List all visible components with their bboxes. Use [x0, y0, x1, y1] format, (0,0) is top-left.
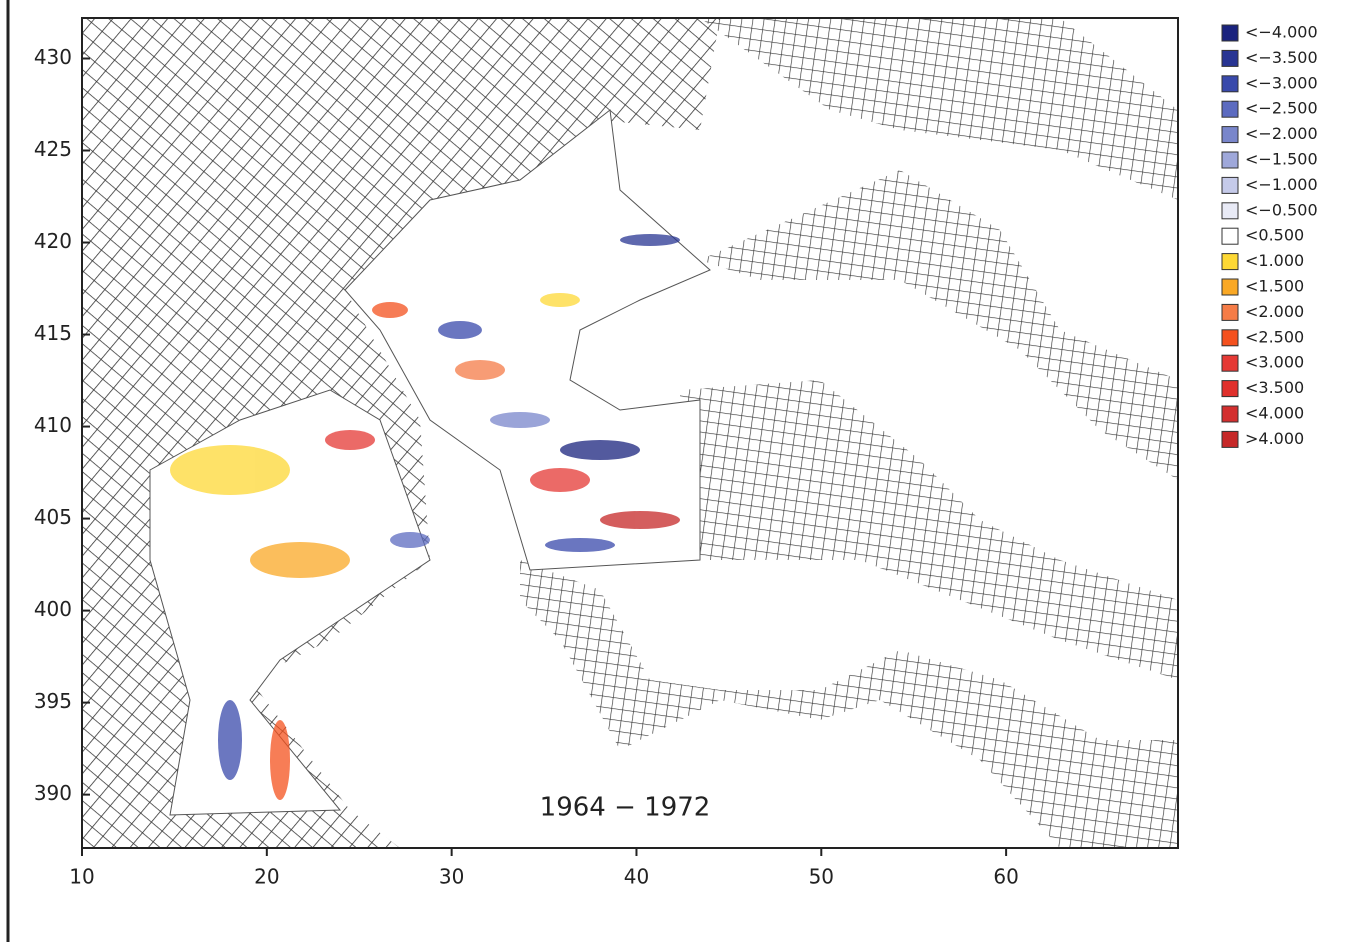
- y-tick-label: 425: [34, 137, 72, 161]
- legend-label: <−2.000: [1245, 124, 1318, 143]
- y-tick-label: 420: [34, 229, 72, 253]
- legend-swatch: [1222, 254, 1238, 270]
- legend-label: <1.000: [1245, 251, 1304, 270]
- legend-label: <−1.500: [1245, 150, 1318, 169]
- legend-swatch: [1222, 279, 1238, 295]
- legend-swatch: [1222, 355, 1238, 371]
- legend-label: <−1.000: [1245, 175, 1318, 194]
- x-tick-label: 20: [254, 865, 279, 889]
- legend-label: <2.500: [1245, 327, 1304, 346]
- legend-swatch: [1222, 203, 1238, 219]
- legend-label: <−0.500: [1245, 200, 1318, 219]
- legend-label: <−3.000: [1245, 73, 1318, 92]
- legend-swatch: [1222, 381, 1238, 397]
- legend-swatch: [1222, 25, 1238, 41]
- y-tick-label: 415: [34, 321, 72, 345]
- legend-swatch: [1222, 177, 1238, 193]
- legend-label: <4.000: [1245, 404, 1304, 423]
- y-tick-label: 430: [34, 45, 72, 69]
- legend-label: <2.000: [1245, 302, 1304, 321]
- legend-swatch: [1222, 101, 1238, 117]
- legend-label: <3.500: [1245, 378, 1304, 397]
- x-tick-label: 60: [993, 865, 1018, 889]
- legend-swatch: [1222, 330, 1238, 346]
- legend-swatch: [1222, 431, 1238, 447]
- y-tick-label: 395: [34, 689, 72, 713]
- legend-label: <1.500: [1245, 277, 1304, 296]
- x-tick-label: 30: [439, 865, 464, 889]
- x-tick-label: 10: [69, 865, 94, 889]
- y-tick-label: 400: [34, 597, 72, 621]
- legend-label: >4.000: [1245, 429, 1304, 448]
- legend-swatch: [1222, 406, 1238, 422]
- legend-swatch: [1222, 228, 1238, 244]
- legend-label: <−2.500: [1245, 99, 1318, 118]
- legend-swatch: [1222, 304, 1238, 320]
- figure: 1964 − 1972 10 20 30 40 50 60 390 395 400 405 410 4…: [0, 0, 1357, 942]
- legend-label: <−4.000: [1245, 23, 1318, 42]
- y-tick-label: 390: [34, 781, 72, 805]
- annotation: 1964 − 1972: [540, 793, 711, 823]
- x-tick-label: 40: [624, 865, 649, 889]
- legend-swatch: [1222, 50, 1238, 66]
- y-tick-label: 405: [34, 505, 72, 529]
- y-tick-label: 410: [34, 413, 72, 437]
- x-tick-label: 50: [809, 865, 834, 889]
- legend-swatch: [1222, 76, 1238, 92]
- legend-swatch: [1222, 152, 1238, 168]
- legend-label: <0.500: [1245, 226, 1304, 245]
- legend-label: <3.000: [1245, 353, 1304, 372]
- legend-label: <−3.500: [1245, 48, 1318, 67]
- legend-swatch: [1222, 127, 1238, 143]
